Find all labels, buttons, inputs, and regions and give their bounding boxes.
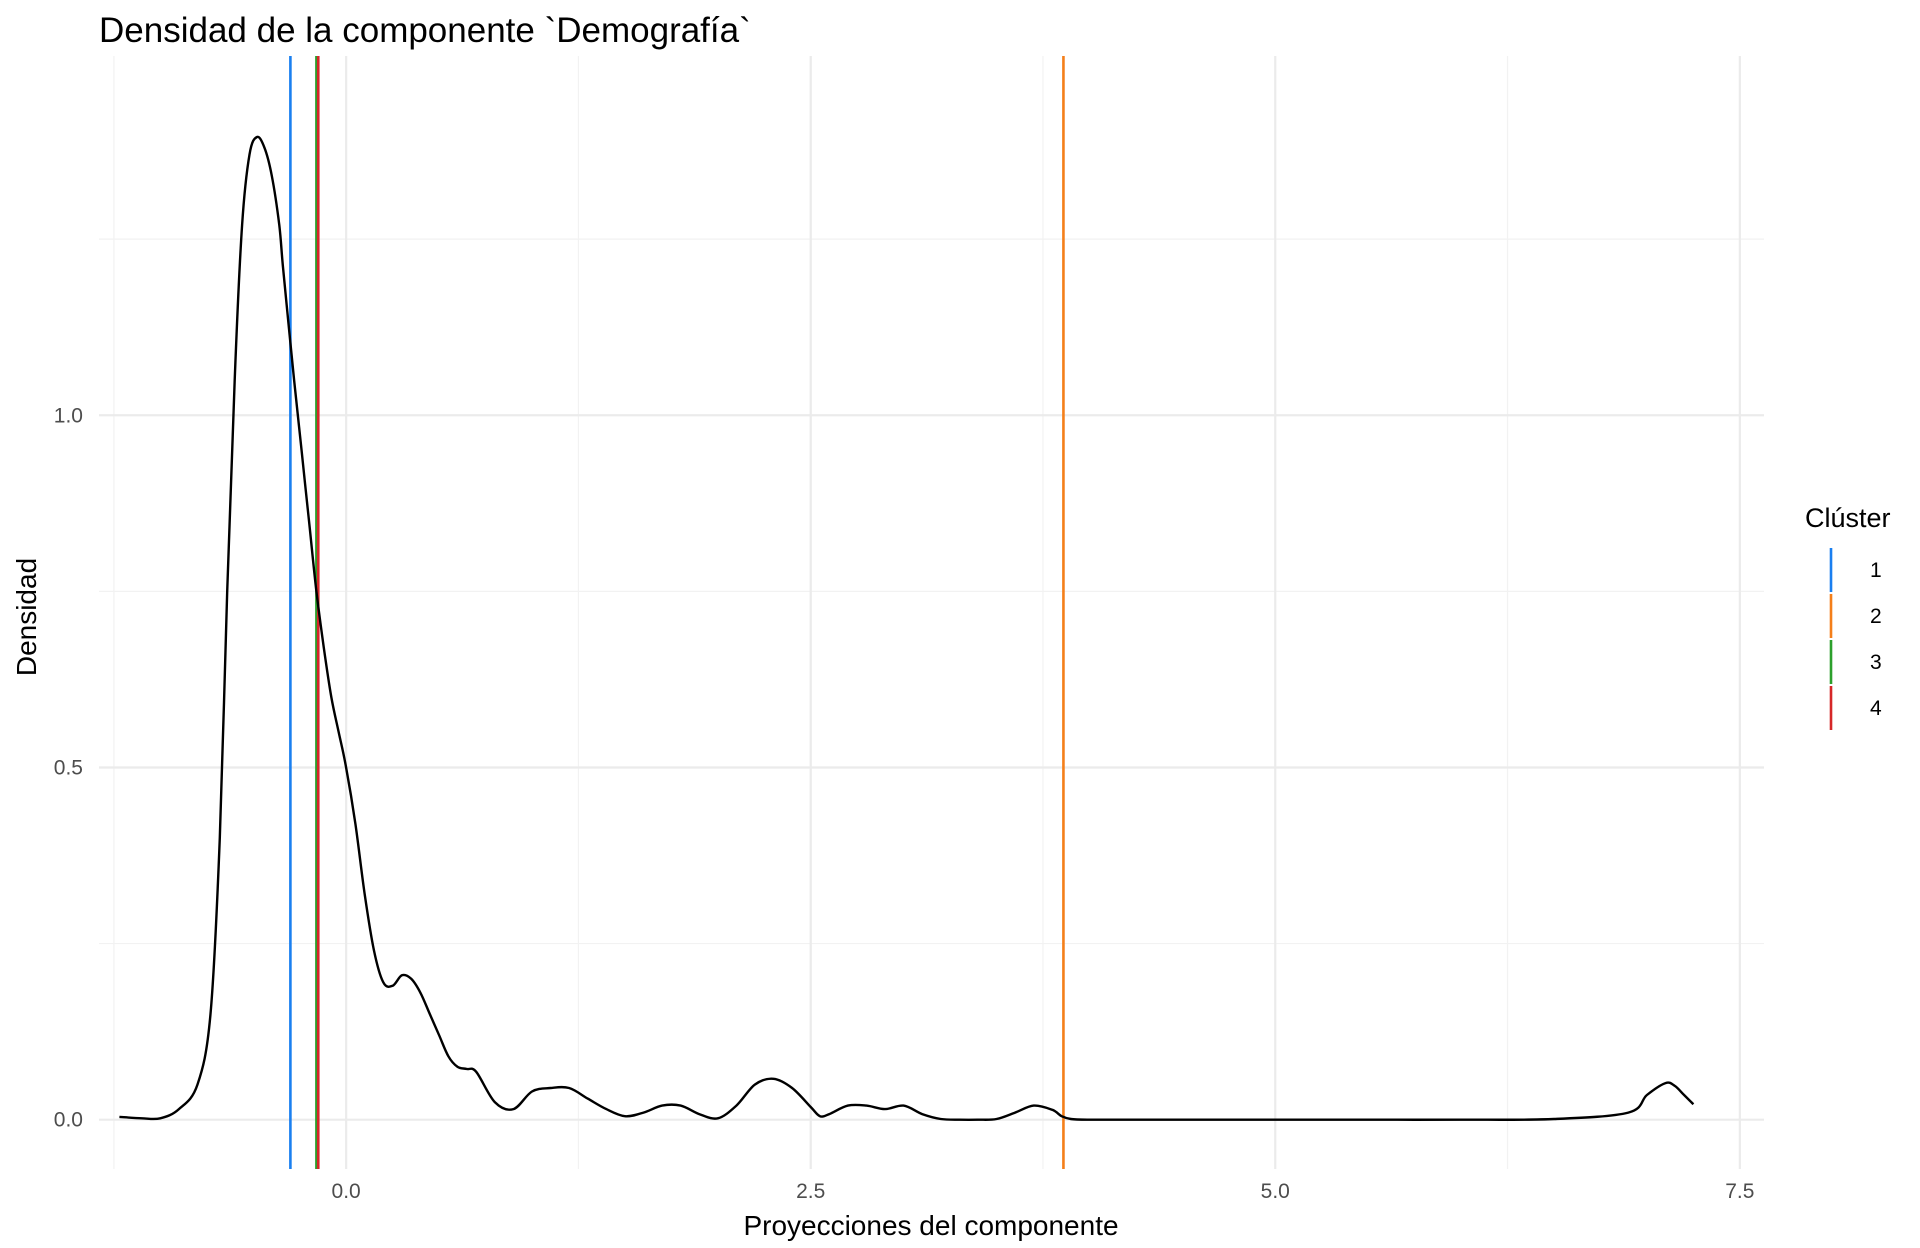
grid-minor [99,56,1764,1169]
x-axis-ticks: 0.0 2.5 5.0 7.5 [332,1180,1755,1203]
x-tick-label: 2.5 [796,1180,825,1203]
x-tick-label: 5.0 [1261,1180,1290,1203]
y-tick-label: 0.5 [54,756,83,779]
legend-title: Clúster [1805,503,1891,533]
y-tick-label: 0.0 [54,1109,83,1132]
chart-title: Densidad de la componente `Demografía` [99,11,751,50]
y-axis-title: Densidad [11,558,42,676]
legend-label-1: 1 [1870,559,1882,582]
legend: Clúster 1 2 3 4 [1805,503,1891,730]
legend-label-4: 4 [1870,697,1882,720]
grid-major [99,56,1764,1169]
legend-label-3: 3 [1870,651,1882,674]
legend-items: 1 2 3 4 [1829,548,1882,730]
y-axis-ticks: 0.0 0.5 1.0 [54,404,83,1131]
x-axis-title: Proyecciones del componente [743,1210,1118,1241]
y-tick-label: 1.0 [54,404,83,427]
legend-label-2: 2 [1870,605,1882,628]
density-curve [119,135,1695,1121]
x-tick-label: 7.5 [1725,1180,1754,1203]
x-tick-label: 0.0 [332,1180,361,1203]
cluster-mean-lines [289,56,1065,1169]
